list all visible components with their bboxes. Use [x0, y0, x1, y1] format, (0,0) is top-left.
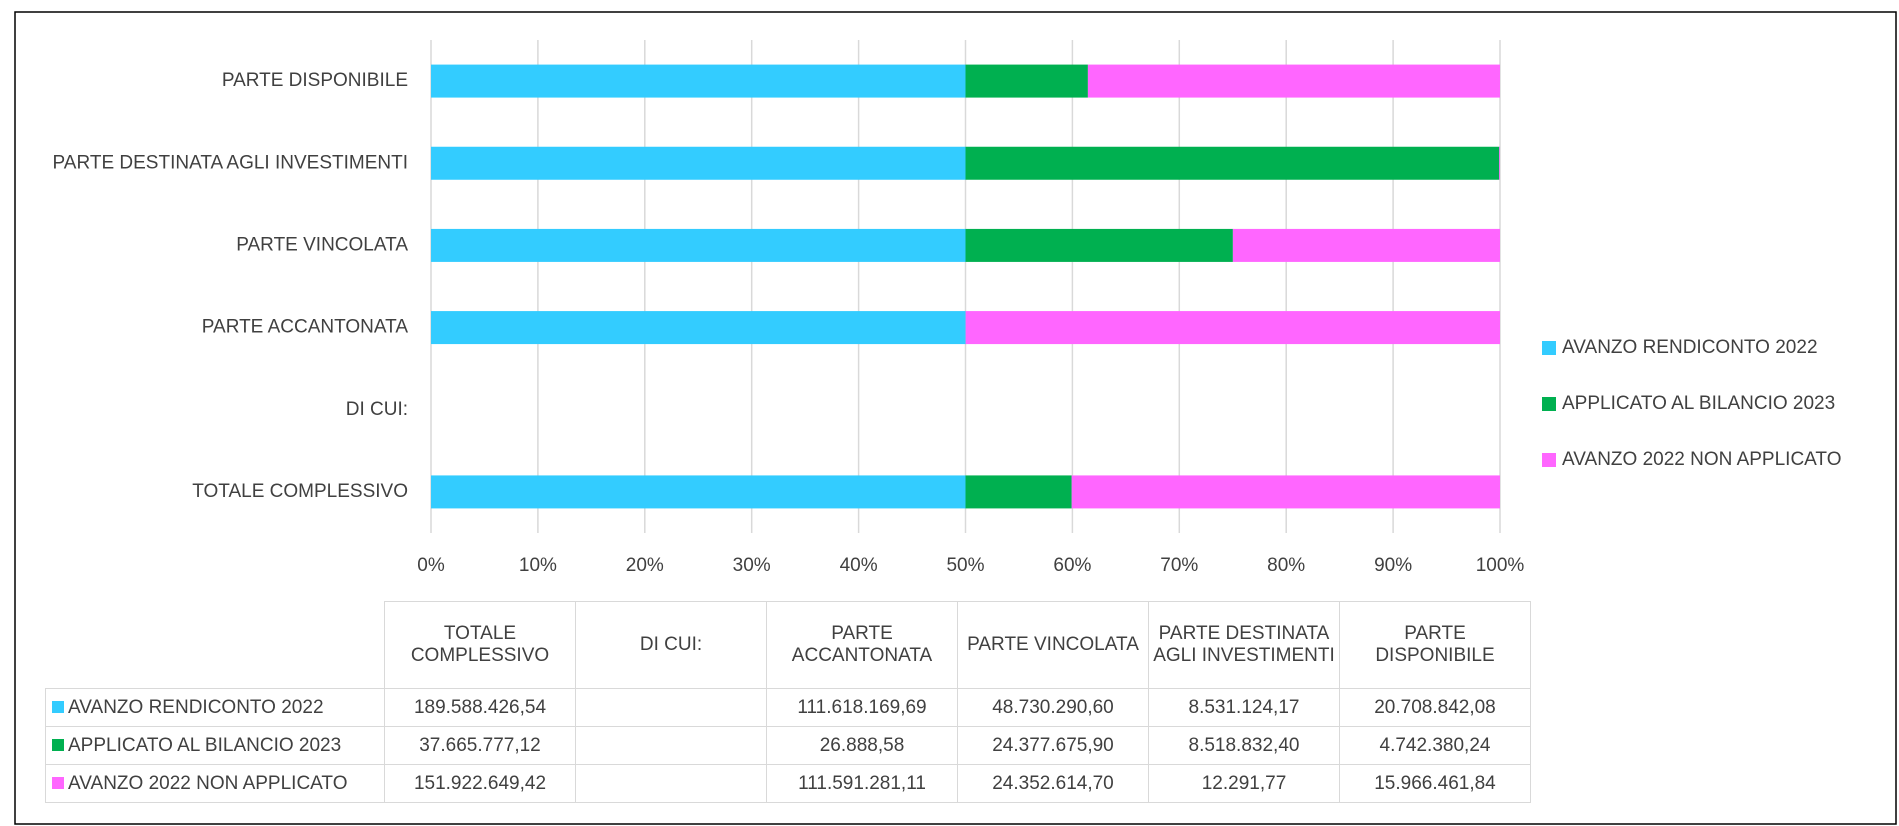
table-header-row: TOTALE COMPLESSIVO DI CUI: PARTE ACCANTONA… [46, 601, 1531, 689]
table-header: PARTE DESTINATA AGLI INVESTIMENTI [1148, 601, 1340, 689]
x-tick-label: 90% [1374, 555, 1412, 576]
table-cell: 12.291,77 [1148, 764, 1340, 803]
x-tick-label: 10% [519, 555, 557, 576]
row-label-text: APPLICATO AL BILANCIO 2023 [68, 734, 342, 756]
table-header: PARTE DISPONIBILE [1339, 601, 1531, 689]
legend-label: AVANZO RENDICONTO 2022 [1562, 337, 1818, 358]
table-row: AVANZO 2022 NON APPLICATO 151.922.649,42 1… [45, 764, 1531, 803]
bar-segment [1071, 475, 1500, 509]
x-tick-label: 20% [626, 555, 664, 576]
legend-key [52, 700, 64, 713]
bar-segment [965, 146, 1500, 180]
row-label-text: AVANZO RENDICONTO 2022 [68, 696, 324, 718]
x-tick-label: 60% [1053, 555, 1091, 576]
x-tick-label: 100% [1476, 555, 1525, 576]
y-tick-label: PARTE VINCOLATA [236, 234, 408, 255]
table-cell [575, 726, 767, 765]
bar-segment [431, 228, 966, 262]
table-cell: 48.730.290,60 [957, 688, 1149, 727]
y-tick-label: PARTE DESTINATA AGLI INVESTIMENTI [53, 152, 408, 173]
x-tick-label: 80% [1267, 555, 1305, 576]
y-tick-label: DI CUI: [346, 399, 408, 420]
table-row-label: AVANZO 2022 NON APPLICATO [45, 764, 385, 803]
data-table: TOTALE COMPLESSIVO DI CUI: PARTE ACCANTONA… [45, 601, 1531, 803]
y-tick-label: TOTALE COMPLESSIVO [192, 481, 408, 502]
table-cell: 24.377.675,90 [957, 726, 1149, 765]
table-cell: 20.708.842,08 [1339, 688, 1531, 727]
table-cell [575, 688, 767, 727]
table-corner [46, 602, 385, 689]
legend-key [1542, 341, 1556, 355]
table-cell: 26.888,58 [766, 726, 958, 765]
legend-label: AVANZO 2022 NON APPLICATO [1562, 449, 1841, 470]
bar-segment [431, 475, 966, 509]
table-row: APPLICATO AL BILANCIO 2023 37.665.777,12 2… [45, 726, 1531, 765]
frame [14, 11, 1897, 825]
table-cell: 24.352.614,70 [957, 764, 1149, 803]
x-tick-label: 30% [733, 555, 771, 576]
bar-segment [1232, 228, 1500, 262]
table-cell [575, 764, 767, 803]
table-cell: 111.618.169,69 [766, 688, 958, 727]
table-cell: 189.588.426,54 [384, 688, 576, 727]
table-cell: 151.922.649,42 [384, 764, 576, 803]
x-tick-label: 70% [1160, 555, 1198, 576]
x-tick-label: 50% [946, 555, 984, 576]
x-tick-label: 40% [840, 555, 878, 576]
table-header: TOTALE COMPLESSIVO [384, 601, 576, 689]
y-tick-label: PARTE DISPONIBILE [222, 70, 408, 91]
row-label-text: AVANZO 2022 NON APPLICATO [68, 772, 348, 794]
table-cell: 111.591.281,11 [766, 764, 958, 803]
table-cell: 15.966.461,84 [1339, 764, 1531, 803]
table-row: AVANZO RENDICONTO 2022 189.588.426,54 111.… [45, 688, 1531, 727]
bar-segment [965, 311, 1500, 345]
table-cell: 4.742.380,24 [1339, 726, 1531, 765]
table-header: PARTE ACCANTONATA [766, 601, 958, 689]
bar-segment [1499, 146, 1500, 180]
legend-key [52, 776, 64, 789]
y-tick-label: PARTE ACCANTONATA [202, 317, 409, 338]
bar-segment [965, 475, 1072, 509]
bar-segment [431, 146, 966, 180]
table-row-label: APPLICATO AL BILANCIO 2023 [45, 726, 385, 765]
table-cell: 8.531.124,17 [1148, 688, 1340, 727]
table-header: DI CUI: [575, 601, 767, 689]
bar-segment [431, 311, 966, 345]
legend-label: APPLICATO AL BILANCIO 2023 [1562, 393, 1835, 414]
bar-segment [1087, 64, 1500, 98]
table-cell: 37.665.777,12 [384, 726, 576, 765]
x-tick-label: 0% [417, 555, 445, 576]
legend-key [52, 738, 64, 751]
bar-segment [965, 64, 1088, 98]
bar-segment [965, 228, 1233, 262]
legend-key [1542, 397, 1556, 411]
table-header: PARTE VINCOLATA [957, 601, 1149, 689]
table-cell: 8.518.832,40 [1148, 726, 1340, 765]
legend-key [1542, 453, 1556, 467]
bar-segment [431, 64, 966, 98]
table-row-label: AVANZO RENDICONTO 2022 [45, 688, 385, 727]
